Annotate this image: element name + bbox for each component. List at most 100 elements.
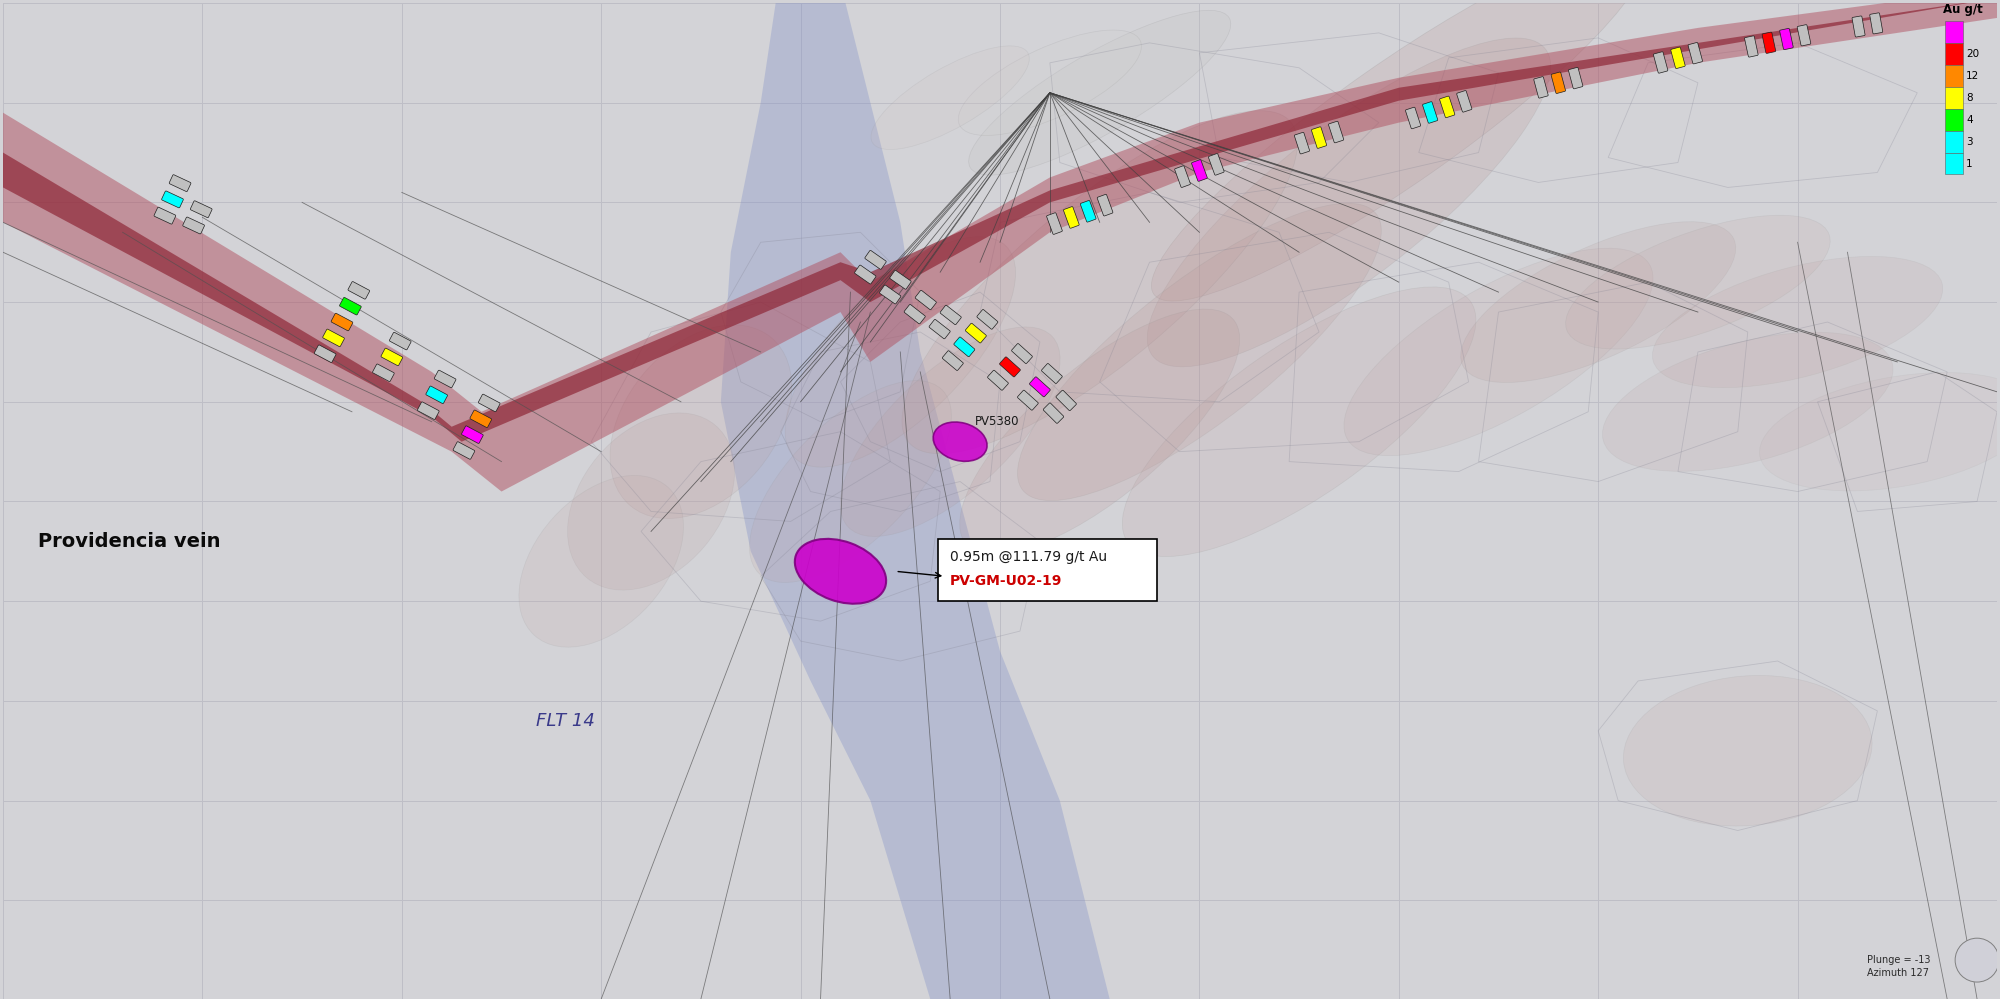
- Ellipse shape: [840, 327, 1060, 536]
- FancyBboxPatch shape: [1046, 213, 1062, 235]
- FancyBboxPatch shape: [1406, 107, 1420, 129]
- Ellipse shape: [610, 325, 792, 518]
- FancyBboxPatch shape: [1762, 32, 1776, 53]
- Text: PV5380: PV5380: [976, 416, 1020, 429]
- Ellipse shape: [960, 309, 1240, 554]
- FancyBboxPatch shape: [322, 329, 344, 347]
- FancyBboxPatch shape: [1852, 16, 1866, 37]
- Ellipse shape: [1624, 675, 1872, 826]
- FancyBboxPatch shape: [1568, 67, 1582, 89]
- Ellipse shape: [934, 422, 988, 462]
- FancyBboxPatch shape: [1064, 207, 1080, 228]
- Ellipse shape: [794, 538, 886, 603]
- FancyBboxPatch shape: [1000, 357, 1020, 377]
- Ellipse shape: [902, 111, 1298, 454]
- Ellipse shape: [1152, 0, 1646, 301]
- Text: Plunge = -13: Plunge = -13: [1868, 955, 1930, 965]
- Bar: [1946, 65, 1964, 87]
- FancyBboxPatch shape: [938, 539, 1156, 601]
- Text: FLT 14: FLT 14: [536, 712, 596, 730]
- Ellipse shape: [1652, 257, 1942, 388]
- FancyBboxPatch shape: [1422, 102, 1438, 123]
- FancyBboxPatch shape: [1780, 28, 1794, 50]
- Ellipse shape: [1602, 333, 1894, 472]
- FancyBboxPatch shape: [1744, 36, 1758, 57]
- Polygon shape: [2, 0, 1998, 442]
- Text: Au g/t: Au g/t: [1944, 3, 1982, 16]
- FancyBboxPatch shape: [988, 371, 1008, 391]
- FancyBboxPatch shape: [390, 333, 412, 350]
- FancyBboxPatch shape: [434, 371, 456, 388]
- FancyBboxPatch shape: [454, 442, 474, 460]
- FancyBboxPatch shape: [470, 410, 492, 428]
- FancyBboxPatch shape: [1042, 364, 1062, 384]
- FancyBboxPatch shape: [1798, 25, 1810, 46]
- Text: 12: 12: [1966, 71, 1980, 81]
- FancyBboxPatch shape: [864, 251, 886, 270]
- Ellipse shape: [518, 476, 684, 647]
- FancyBboxPatch shape: [190, 201, 212, 218]
- Text: 3: 3: [1966, 137, 1972, 147]
- FancyBboxPatch shape: [954, 337, 974, 357]
- FancyBboxPatch shape: [348, 282, 370, 299]
- Text: 0.95m @111.79 g/t Au: 0.95m @111.79 g/t Au: [950, 550, 1108, 564]
- FancyBboxPatch shape: [1208, 154, 1224, 175]
- FancyBboxPatch shape: [1654, 52, 1668, 73]
- Ellipse shape: [1018, 203, 1382, 500]
- FancyBboxPatch shape: [340, 298, 362, 315]
- FancyBboxPatch shape: [314, 345, 336, 363]
- FancyBboxPatch shape: [880, 285, 900, 304]
- FancyBboxPatch shape: [380, 348, 402, 366]
- FancyBboxPatch shape: [904, 305, 926, 324]
- FancyBboxPatch shape: [1552, 72, 1566, 94]
- FancyBboxPatch shape: [966, 324, 986, 343]
- Text: Azimuth 127: Azimuth 127: [1868, 968, 1930, 978]
- FancyBboxPatch shape: [1044, 403, 1064, 424]
- Bar: [1946, 43, 1964, 65]
- Bar: [1946, 109, 1964, 131]
- Ellipse shape: [1460, 222, 1736, 383]
- FancyBboxPatch shape: [418, 402, 440, 420]
- Bar: [1946, 131, 1964, 153]
- Ellipse shape: [1566, 215, 1830, 349]
- FancyBboxPatch shape: [1294, 132, 1310, 154]
- Text: 4: 4: [1966, 115, 1972, 125]
- Bar: [1946, 153, 1964, 175]
- Ellipse shape: [750, 381, 952, 582]
- FancyBboxPatch shape: [976, 310, 998, 330]
- FancyBboxPatch shape: [930, 320, 950, 339]
- FancyBboxPatch shape: [182, 217, 204, 234]
- FancyBboxPatch shape: [942, 351, 964, 371]
- Bar: [1946, 21, 1964, 43]
- FancyBboxPatch shape: [1440, 96, 1454, 118]
- FancyBboxPatch shape: [162, 191, 184, 208]
- Circle shape: [1956, 938, 2000, 982]
- FancyBboxPatch shape: [372, 364, 394, 382]
- Text: PV-GM-U02-19: PV-GM-U02-19: [950, 574, 1062, 588]
- Ellipse shape: [1148, 38, 1550, 367]
- FancyBboxPatch shape: [890, 271, 912, 290]
- FancyBboxPatch shape: [1534, 77, 1548, 98]
- FancyBboxPatch shape: [1312, 127, 1326, 149]
- FancyBboxPatch shape: [478, 395, 500, 412]
- FancyBboxPatch shape: [1018, 391, 1038, 411]
- FancyBboxPatch shape: [1192, 160, 1208, 181]
- Polygon shape: [720, 3, 1110, 999]
- Ellipse shape: [568, 413, 734, 590]
- Text: 20: 20: [1966, 49, 1980, 59]
- FancyBboxPatch shape: [1870, 13, 1882, 34]
- FancyBboxPatch shape: [1328, 121, 1344, 143]
- FancyBboxPatch shape: [854, 265, 876, 284]
- FancyBboxPatch shape: [170, 175, 190, 192]
- FancyBboxPatch shape: [1030, 377, 1050, 397]
- FancyBboxPatch shape: [1670, 47, 1686, 69]
- FancyBboxPatch shape: [1080, 201, 1096, 222]
- Ellipse shape: [1760, 373, 2000, 491]
- Bar: [1946, 87, 1964, 109]
- FancyBboxPatch shape: [940, 306, 962, 325]
- Ellipse shape: [1122, 287, 1476, 556]
- FancyBboxPatch shape: [426, 386, 448, 404]
- FancyBboxPatch shape: [154, 207, 176, 224]
- Ellipse shape: [1344, 248, 1654, 456]
- FancyBboxPatch shape: [1012, 344, 1032, 364]
